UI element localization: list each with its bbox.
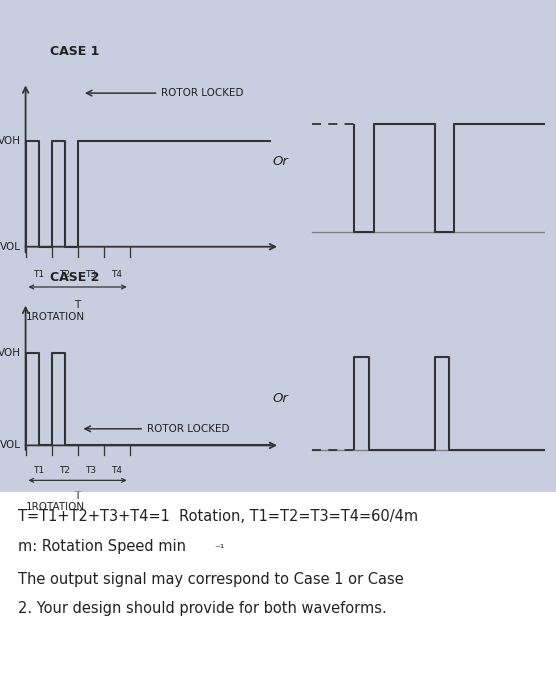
Text: VOH: VOH: [0, 348, 21, 358]
Text: ⁻¹: ⁻¹: [214, 544, 225, 554]
Text: CASE 2: CASE 2: [50, 270, 100, 284]
Text: T2: T2: [59, 270, 70, 279]
Text: T4: T4: [111, 466, 122, 475]
Text: T2: T2: [59, 466, 70, 475]
Text: The output signal may correspond to Case 1 or Case: The output signal may correspond to Case…: [18, 572, 404, 588]
Text: 2. Your design should provide for both waveforms.: 2. Your design should provide for both w…: [18, 602, 387, 616]
Text: 1ROTATION: 1ROTATION: [26, 312, 85, 323]
Text: T: T: [75, 491, 81, 501]
Text: VOL: VOL: [0, 441, 21, 450]
Text: Or: Or: [272, 392, 288, 405]
Text: m: Rotation Speed min: m: Rotation Speed min: [18, 539, 186, 554]
Text: T1: T1: [33, 270, 44, 279]
Text: Or: Or: [272, 155, 288, 169]
Text: VOL: VOL: [0, 242, 21, 252]
Text: T4: T4: [111, 270, 122, 279]
Text: ROTOR LOCKED: ROTOR LOCKED: [161, 88, 244, 98]
Text: CASE 1: CASE 1: [50, 45, 100, 59]
Text: T1: T1: [33, 466, 44, 475]
Text: ROTOR LOCKED: ROTOR LOCKED: [147, 424, 230, 434]
Text: T3: T3: [85, 466, 96, 475]
Text: T=T1+T2+T3+T4=1  Rotation, T1=T2=T3=T4=60/4m: T=T1+T2+T3+T4=1 Rotation, T1=T2=T3=T4=60…: [18, 510, 418, 524]
Text: T3: T3: [85, 270, 96, 279]
Text: T: T: [75, 300, 81, 309]
Text: VOH: VOH: [0, 136, 21, 146]
Text: 1ROTATION: 1ROTATION: [26, 503, 85, 512]
